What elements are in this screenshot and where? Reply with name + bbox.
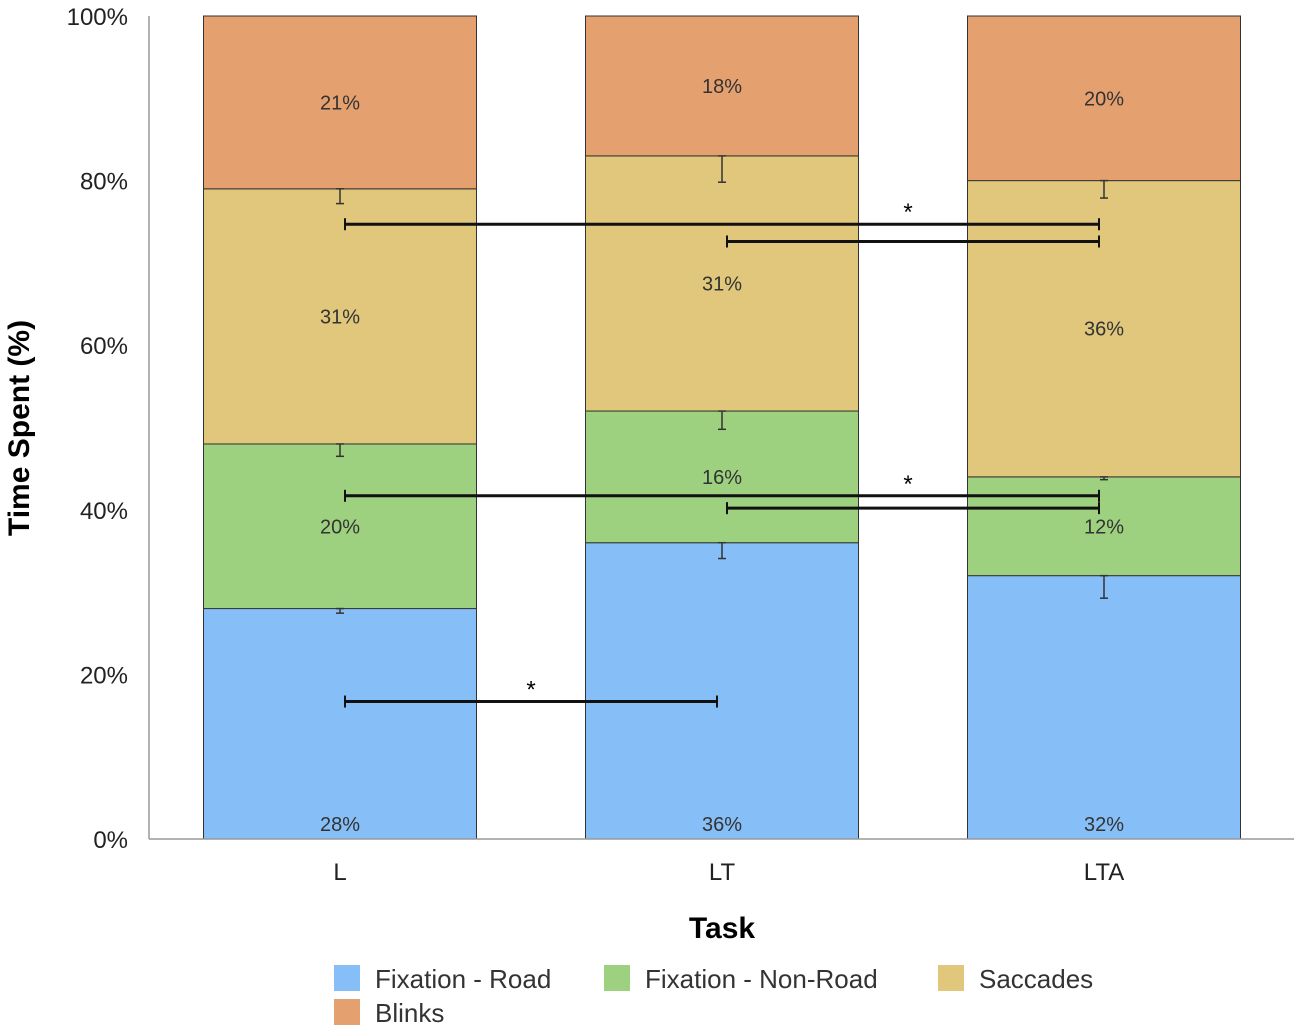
- data-label-lta-3: 36%: [1084, 319, 1124, 341]
- legend-label: Blinks: [375, 998, 444, 1028]
- bar-segment-lta-1: [967, 575, 1241, 840]
- legend-swatch: [334, 999, 360, 1025]
- bar-segment-lta-2: [967, 476, 1241, 577]
- significance-star: *: [903, 471, 912, 498]
- data-label-lt-4: 18%: [702, 76, 742, 98]
- error-bar-lt-2: [718, 410, 726, 431]
- y-axis-title: Time Spent (%): [3, 320, 36, 536]
- significance-bracket-1: *: [344, 199, 1100, 231]
- data-label-l-2: 20%: [320, 516, 360, 538]
- significance-star: *: [903, 199, 912, 226]
- data-label-lta-4: 20%: [1084, 88, 1124, 110]
- bar-segment-l-2: [203, 443, 477, 610]
- bar-segment-lta-4: [967, 15, 1241, 182]
- bar-segment-lt-1: [585, 542, 859, 840]
- y-tick-label: 40%: [80, 498, 128, 525]
- y-tick-label: 60%: [80, 333, 128, 360]
- legend-label: Fixation - Road: [375, 964, 551, 994]
- error-bar-lta-3: [1100, 179, 1108, 199]
- legend-item-3: Saccades: [938, 964, 1093, 994]
- y-tick-label: 100%: [67, 4, 128, 31]
- x-tick-label: L: [333, 859, 346, 886]
- data-label-lta-1: 32%: [1084, 814, 1124, 836]
- legend-label: Saccades: [979, 964, 1093, 994]
- error-bar-l-3: [336, 188, 344, 205]
- data-label-l-4: 21%: [320, 92, 360, 114]
- bar-segment-lt-3: [585, 155, 859, 412]
- x-axis-title: Task: [689, 912, 755, 945]
- significance-bracket-3: *: [344, 471, 1100, 502]
- segment-labels-layer: 28% 20% 31% 21% 36% 16% 31% 18% 32% 12% 36% 20%: [320, 76, 1124, 836]
- legend-swatch: [938, 965, 964, 991]
- error-bar-l-1: [336, 607, 344, 614]
- significance-bracket-4: [726, 502, 1100, 515]
- data-label-l-3: 31%: [320, 306, 360, 328]
- error-bar-lta-1: [1100, 574, 1108, 599]
- legend-swatch: [334, 965, 360, 991]
- data-label-l-1: 28%: [320, 814, 360, 836]
- y-tick-label: 20%: [80, 662, 128, 689]
- y-tick-label: 0%: [93, 827, 128, 854]
- legend-item-4: Blinks: [334, 998, 444, 1028]
- legend: Fixation - Road Fixation - Non-Road Saccad…: [334, 964, 1093, 1028]
- bar-segment-l-1: [203, 608, 477, 840]
- axes-layer: [148, 16, 1294, 840]
- y-tick-label: 80%: [80, 169, 128, 196]
- data-label-lt-3: 31%: [702, 273, 742, 295]
- error-bar-l-2: [336, 443, 344, 458]
- bar-segment-lt-2: [585, 410, 859, 544]
- data-label-lt-1: 36%: [702, 814, 742, 836]
- legend-swatch: [604, 965, 630, 991]
- error-bar-lt-1: [718, 541, 726, 560]
- error-bar-lt-3: [718, 155, 726, 183]
- significance-bracket-2: [726, 235, 1100, 248]
- legend-label: Fixation - Non-Road: [645, 964, 878, 994]
- significance-star: *: [526, 677, 535, 704]
- data-label-lt-2: 16%: [702, 467, 742, 489]
- x-tick-labels: L LT LTA: [333, 859, 1124, 886]
- data-label-lta-2: 12%: [1084, 516, 1124, 538]
- legend-item-1: Fixation - Road: [334, 964, 551, 994]
- error-bar-lta-2: [1100, 476, 1108, 481]
- x-tick-label: LT: [709, 859, 736, 886]
- significance-layer: * * *: [344, 199, 1100, 708]
- error-bars-layer: [336, 155, 1108, 614]
- bar-segment-l-4: [203, 15, 477, 190]
- bar-segment-lt-4: [585, 15, 859, 157]
- bars-layer: [203, 15, 1241, 840]
- legend-item-2: Fixation - Non-Road: [604, 964, 878, 994]
- significance-bracket-5: *: [344, 677, 718, 708]
- bar-segment-lta-3: [967, 180, 1241, 478]
- y-tick-labels: 0% 20% 40% 60% 80% 100%: [67, 4, 128, 854]
- x-tick-label: LTA: [1084, 859, 1124, 886]
